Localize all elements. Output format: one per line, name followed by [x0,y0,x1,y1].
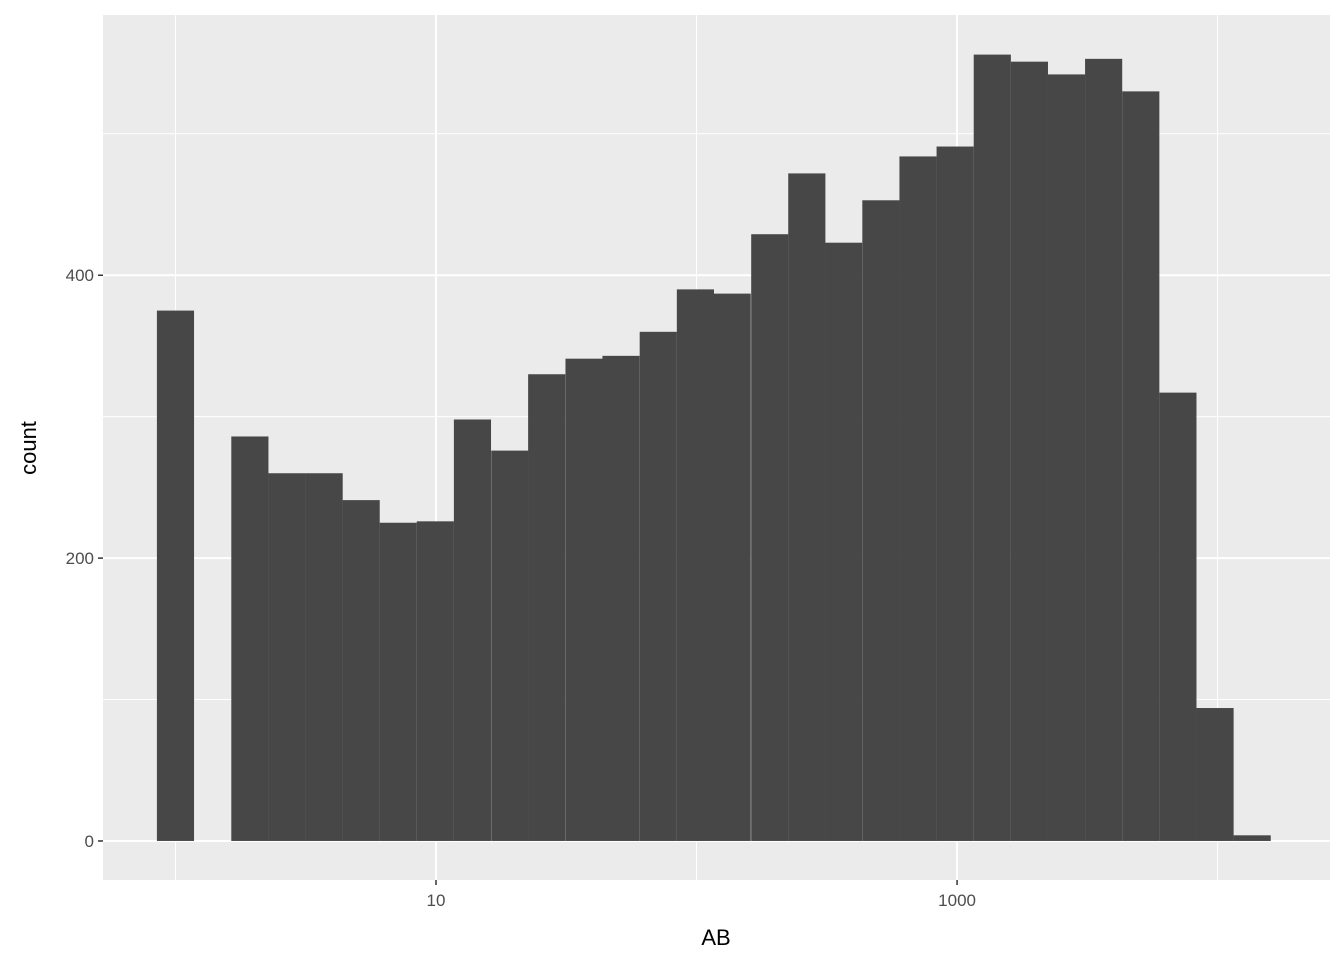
histogram-bar [1159,392,1197,841]
histogram-bar [231,436,269,841]
bars [156,54,1271,841]
histogram-bar [453,419,492,841]
histogram-bar [862,200,900,841]
histogram-bar [491,450,529,841]
histogram-bar [639,331,677,841]
histogram-bar [268,473,306,841]
histogram-bar [676,289,714,841]
x-axis-title: AB [701,925,730,950]
histogram-bar [416,521,454,841]
histogram-bar [1233,835,1271,841]
histogram-bar [899,156,937,841]
histogram-bar [751,234,789,841]
histogram-bar [973,54,1011,841]
histogram-bar [788,173,826,841]
axes: 0 200 400 10 1000 [66,266,976,910]
histogram-bar [342,500,380,841]
histogram-bar [825,242,863,841]
histogram-bar [1196,708,1234,841]
histogram-bar [713,293,751,841]
histogram-bar [936,146,974,841]
histogram-bar [528,374,566,841]
histogram-bar [305,473,343,841]
y-tick-label: 0 [85,832,94,851]
histogram-bar [1010,61,1048,841]
histogram-bar [156,310,195,841]
x-tick-label: 10 [427,891,446,910]
y-axis-title: count [16,421,41,475]
histogram-bar [379,522,417,841]
histogram-bar [565,358,603,841]
histogram-bar [1122,91,1160,841]
histogram-bar [1047,74,1086,841]
y-tick-label: 200 [66,549,94,568]
histogram-bar [1085,58,1123,841]
x-tick-label: 1000 [938,891,976,910]
histogram-bar [602,355,640,841]
y-tick-label: 400 [66,266,94,285]
